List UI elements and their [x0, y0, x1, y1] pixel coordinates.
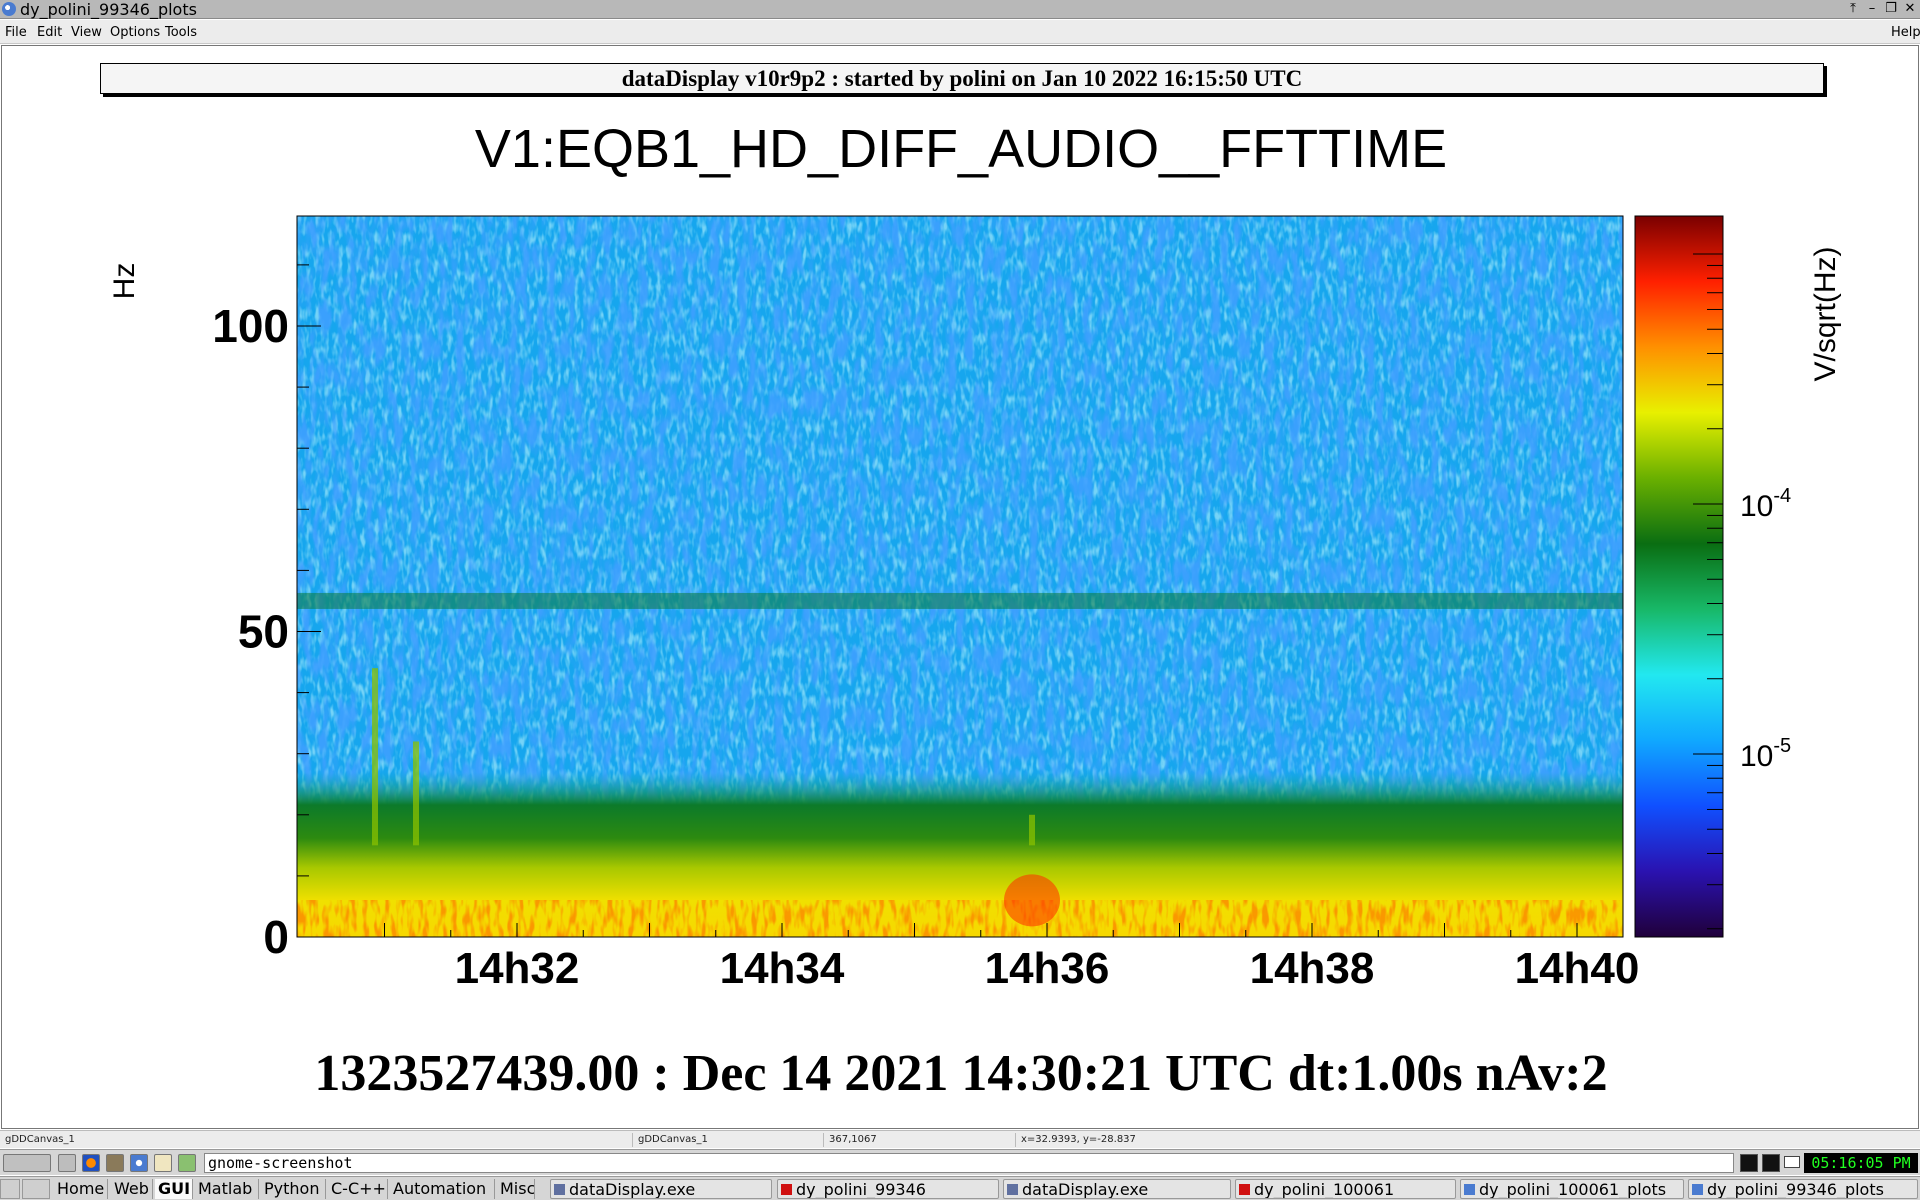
pin-icon[interactable]: ⤒ [1850, 1, 1856, 16]
workspace-tab-python[interactable]: Python [261, 1179, 326, 1199]
task-button[interactable]: dataDisplay.exe [550, 1179, 772, 1199]
terminal-icon[interactable] [178, 1154, 196, 1172]
window-icon [1464, 1184, 1475, 1195]
status-coords: x=32.9393, y=-28.837 [1015, 1133, 1136, 1147]
time-info-footer: 1323527439.00 : Dec 14 2021 14:30:21 UTC… [314, 1045, 1608, 1102]
task-label: dataDisplay.exe [1022, 1180, 1149, 1199]
window-title: dy_polini_99346_plots [20, 0, 197, 19]
clock: 05:16:05 PM [1804, 1153, 1918, 1173]
menu-file[interactable]: File [5, 25, 27, 40]
status-canvas-name: gDDCanvas_1 [5, 1134, 75, 1145]
x-tick-label: 14h38 [1250, 944, 1375, 993]
task-label: dy_polini_100061 [1254, 1180, 1395, 1199]
x-tick-label: 14h34 [720, 944, 845, 993]
transient-streak [413, 741, 419, 846]
maximize-button[interactable]: ❐ [1885, 1, 1897, 16]
menu-icon[interactable] [0, 1179, 20, 1199]
window-list-icon[interactable] [22, 1179, 50, 1199]
close-button[interactable]: ✕ [1904, 1, 1916, 16]
menubar: File Edit View Options Tools Help [0, 20, 1920, 44]
spectrogram-chart[interactable]: 0 50 100 14h32 14h34 14h36 14h38 14h40 Hz V/sq… [2, 46, 1920, 1130]
task-button[interactable]: dy_polini_100061 [1235, 1179, 1456, 1199]
window-icon [1692, 1184, 1703, 1195]
menu-help[interactable]: Help [1891, 25, 1920, 40]
notes-icon[interactable] [154, 1154, 172, 1172]
status-object: gDDCanvas_1 [632, 1133, 708, 1147]
status-pixel: 367,1067 [823, 1133, 877, 1147]
x-tick-label: 14h32 [455, 944, 580, 993]
x-tick-label: 14h40 [1515, 944, 1640, 993]
low-frequency-hot-spots [297, 900, 1623, 937]
task-label: dy_polini_99346_plots [1707, 1180, 1884, 1199]
colorbar-label: V/sqrt(Hz) [1809, 247, 1842, 382]
plot-canvas[interactable]: dataDisplay v10r9p2 : started by polini … [1, 45, 1919, 1129]
window-titlebar: dy_polini_99346_plots ⤒ – ❐ ✕ [0, 0, 1920, 19]
line-55hz [297, 592, 1623, 609]
window-icon [781, 1184, 792, 1195]
browser-icon[interactable] [130, 1154, 148, 1172]
transient-streak [372, 668, 378, 846]
menu-tools[interactable]: Tools [165, 25, 198, 40]
colorbar-tick-label: 10-4 [1740, 485, 1791, 523]
system-tray: gnome-screenshot 05:16:05 PM [0, 1149, 1920, 1175]
x-tick-label: 14h36 [985, 944, 1110, 993]
task-label: dy_polini_99346 [796, 1180, 926, 1199]
canvas-header: dataDisplay v10r9p2 : started by polini … [100, 63, 1824, 94]
transient-hotspot [1004, 874, 1060, 927]
y-tick-label: 0 [263, 911, 289, 963]
task-button[interactable]: dy_polini_100061_plots [1460, 1179, 1684, 1199]
task-label: dataDisplay.exe [569, 1180, 696, 1199]
workspace-tab-c-c-[interactable]: C-C++ [328, 1179, 388, 1199]
desktop-switcher-icon[interactable] [3, 1154, 51, 1172]
command-input[interactable]: gnome-screenshot [204, 1153, 1734, 1173]
statusbar: gDDCanvas_1 gDDCanvas_1 367,1067 x=32.93… [0, 1130, 1920, 1148]
spectrogram-image [297, 216, 1623, 937]
colorbar [1634, 215, 1724, 938]
settings-icon[interactable] [106, 1154, 124, 1172]
y-axis-label: Hz [108, 263, 141, 300]
colorbar-tick-label: 10-5 [1740, 735, 1791, 773]
firefox-icon[interactable] [82, 1154, 100, 1172]
pager-icon[interactable] [1740, 1154, 1758, 1172]
window-icon [1239, 1184, 1250, 1195]
workspace-tab-automation[interactable]: Automation [390, 1179, 495, 1199]
task-button[interactable]: dy_polini_99346 [777, 1179, 999, 1199]
y-tick-label: 50 [238, 605, 289, 657]
task-button[interactable]: dy_polini_99346_plots [1688, 1179, 1918, 1199]
minimize-button[interactable]: – [1868, 1, 1876, 16]
plot-frame [296, 215, 1624, 938]
pager-icon-2[interactable] [1762, 1154, 1780, 1172]
mail-icon[interactable] [1784, 1156, 1800, 1168]
y-tick-label: 100 [212, 300, 289, 352]
workspace-tab-web[interactable]: Web [111, 1179, 153, 1199]
menu-options[interactable]: Options [110, 25, 161, 40]
app-icon [2, 2, 16, 16]
workspace-tab-gui[interactable]: GUI [155, 1179, 193, 1199]
menu-edit[interactable]: Edit [37, 25, 63, 40]
task-button[interactable]: dataDisplay.exe [1003, 1179, 1231, 1199]
window-icon [1007, 1184, 1018, 1195]
workspace-tab-misc[interactable]: Misc [497, 1179, 535, 1199]
window-icon [554, 1184, 565, 1195]
desktop-icon[interactable] [58, 1154, 76, 1172]
chart-title: V1:EQB1_HD_DIFF_AUDIO__FFTTIME [474, 119, 1448, 179]
transient-streak [1029, 814, 1035, 846]
menu-view[interactable]: View [71, 25, 102, 40]
taskbar: Home Web GUI Matlab Python C-C++ Automation Mis… [0, 1176, 1920, 1200]
workspace-tab-home[interactable]: Home [54, 1179, 108, 1199]
workspace-tab-matlab[interactable]: Matlab [195, 1179, 259, 1199]
task-label: dy_polini_100061_plots [1479, 1180, 1667, 1199]
